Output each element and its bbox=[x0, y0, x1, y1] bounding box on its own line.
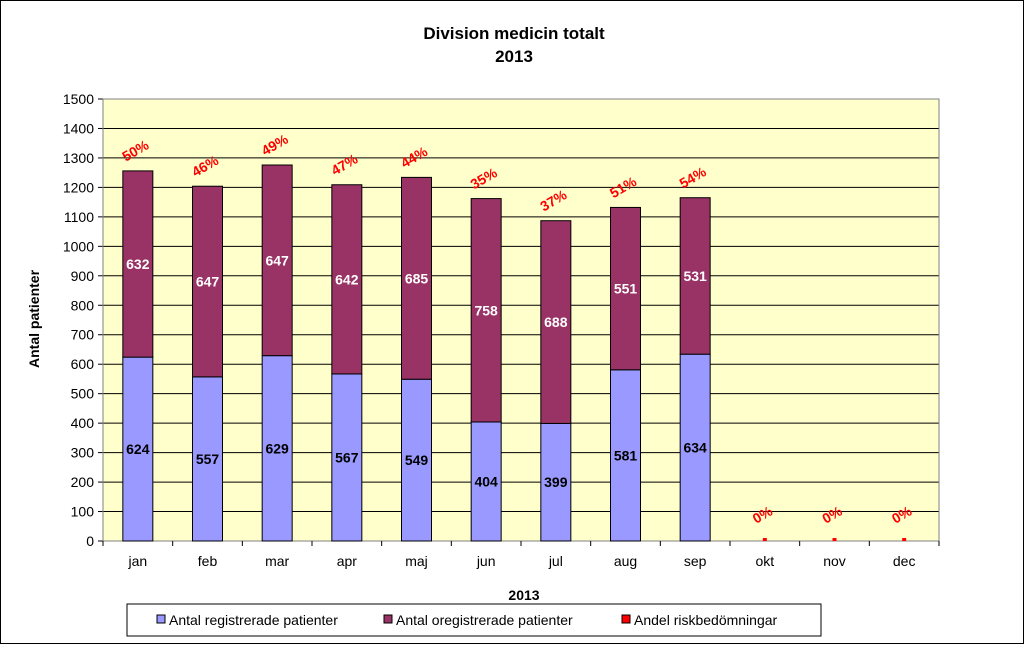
x-tick-label-jul: jul bbox=[548, 553, 563, 569]
bar-oregistrerade-maj bbox=[401, 176, 432, 380]
legend: Antal registrerade patienter Antal oregis… bbox=[126, 603, 822, 637]
legend-swatch-1 bbox=[383, 614, 393, 624]
data-label-registrerade-jul: 399 bbox=[544, 474, 568, 490]
bar-oregistrerade-jan bbox=[122, 170, 154, 358]
bar-oregistrerade-aug bbox=[610, 206, 641, 371]
bar-andel-nov bbox=[832, 538, 837, 541]
bar-registrerade-maj bbox=[401, 378, 432, 542]
data-label-oregistrerade-jan: 632 bbox=[126, 256, 150, 272]
chart-title: Division medicin totalt bbox=[423, 24, 605, 43]
bar-oregistrerade-jul bbox=[540, 220, 572, 424]
plot-background bbox=[103, 99, 939, 541]
data-label-oregistrerade-aug: 551 bbox=[614, 281, 638, 297]
legend-swatch-2 bbox=[621, 614, 631, 624]
legend-swatch-0 bbox=[156, 614, 166, 624]
plot-area: 0 100 200 300 400 500 600 700 800 900 1000 1100 1200… bbox=[63, 91, 940, 569]
y-tick-label: 500 bbox=[71, 386, 95, 402]
legend-box bbox=[126, 603, 822, 637]
y-tick-label: 0 bbox=[86, 533, 94, 549]
data-label-oregistrerade-feb: 647 bbox=[196, 274, 220, 290]
data-label-oregistrerade-jul: 688 bbox=[544, 314, 568, 330]
y-tick-label: 1000 bbox=[63, 238, 94, 254]
bar-oregistrerade-feb bbox=[192, 185, 223, 378]
data-label-oregistrerade-maj: 685 bbox=[405, 270, 429, 286]
x-tick-label-okt: okt bbox=[755, 553, 774, 569]
y-tick-label: 200 bbox=[71, 474, 95, 490]
y-tick-label: 900 bbox=[71, 268, 95, 284]
legend-label-1: Antal oregistrerade patienter bbox=[396, 612, 573, 628]
data-label-registrerade-jan: 624 bbox=[126, 441, 150, 457]
y-tick-label: 1200 bbox=[63, 179, 94, 195]
x-tick-label-aug: aug bbox=[614, 553, 637, 569]
data-label-registrerade-aug: 581 bbox=[614, 447, 638, 463]
bar-registrerade-jul bbox=[540, 422, 572, 542]
data-label-registrerade-maj: 549 bbox=[405, 452, 429, 468]
y-tick-label: 400 bbox=[71, 415, 95, 431]
x-tick-label-sep: sep bbox=[684, 553, 707, 569]
y-tick-label: 700 bbox=[71, 327, 95, 343]
legend-label-0: Antal registrerade patienter bbox=[169, 612, 338, 628]
x-tick-label-mar: mar bbox=[265, 553, 289, 569]
x-axis-label: 2013 bbox=[508, 587, 539, 603]
y-tick-label: 1500 bbox=[63, 91, 94, 107]
data-label-registrerade-sep: 634 bbox=[683, 440, 707, 456]
legend-label-2: Andel riskbedömningar bbox=[634, 612, 778, 628]
bar-registrerade-apr bbox=[331, 373, 363, 542]
bar-registrerade-jan bbox=[122, 356, 154, 542]
x-tick-label-nov: nov bbox=[823, 553, 846, 569]
y-tick-label: 1300 bbox=[63, 150, 94, 166]
bar-registrerade-sep bbox=[679, 353, 711, 542]
data-label-registrerade-mar: 629 bbox=[265, 440, 289, 456]
data-label-registrerade-feb: 557 bbox=[196, 451, 220, 467]
x-tick-label-maj: maj bbox=[405, 553, 428, 569]
x-tick-label-apr: apr bbox=[337, 553, 358, 569]
data-label-registrerade-jun: 404 bbox=[474, 473, 498, 489]
y-axis-label: Antal patienter bbox=[26, 269, 42, 368]
bar-registrerade-feb bbox=[192, 376, 223, 542]
bar-registrerade-aug bbox=[610, 369, 641, 542]
data-label-oregistrerade-sep: 531 bbox=[683, 268, 707, 284]
chart-subtitle: 2013 bbox=[495, 47, 533, 66]
data-label-registrerade-apr: 567 bbox=[335, 449, 359, 465]
data-label-oregistrerade-apr: 642 bbox=[335, 271, 359, 287]
y-tick-label: 300 bbox=[71, 445, 95, 461]
y-tick-label: 800 bbox=[71, 297, 95, 313]
bar-oregistrerade-apr bbox=[331, 184, 363, 375]
bar-registrerade-mar bbox=[261, 355, 293, 542]
x-tick-label-jun: jun bbox=[476, 553, 496, 569]
x-tick-label-dec: dec bbox=[893, 553, 916, 569]
bar-oregistrerade-jun bbox=[470, 198, 502, 423]
bar-oregistrerade-sep bbox=[679, 197, 711, 355]
data-label-oregistrerade-mar: 647 bbox=[265, 252, 289, 268]
bar-andel-dec bbox=[902, 538, 907, 541]
bar-registrerade-jun bbox=[470, 421, 502, 542]
x-tick-label-feb: feb bbox=[198, 553, 218, 569]
x-tick-label-jan: jan bbox=[127, 553, 147, 569]
y-tick-label: 100 bbox=[71, 504, 95, 520]
bar-oregistrerade-mar bbox=[261, 164, 293, 357]
bar-andel-okt bbox=[762, 538, 767, 541]
data-label-oregistrerade-jun: 758 bbox=[474, 302, 498, 318]
y-tick-label: 1400 bbox=[63, 120, 94, 136]
y-tick-label: 1100 bbox=[64, 209, 94, 225]
y-tick-label: 600 bbox=[71, 356, 95, 372]
